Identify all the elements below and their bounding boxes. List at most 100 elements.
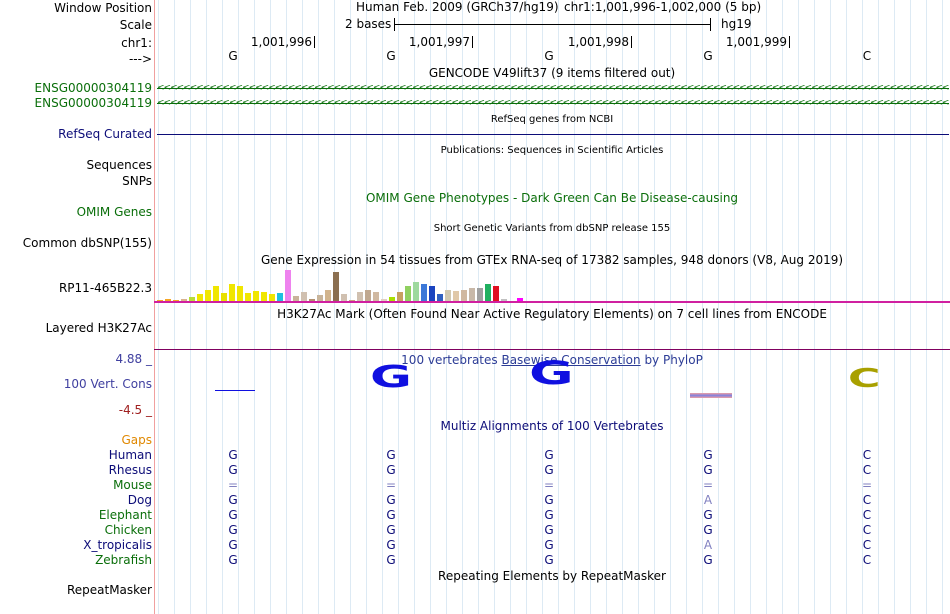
species-base: G — [544, 553, 554, 567]
gtex-tissue-bar[interactable] — [445, 290, 451, 302]
ruler-tick-mark — [789, 36, 790, 48]
species-label-chicken[interactable]: Chicken — [104, 523, 152, 537]
species-base: C — [862, 508, 872, 522]
gtex-tissue-bar[interactable] — [229, 284, 235, 302]
gtex-tissue-bar[interactable] — [293, 296, 299, 302]
ruler-tick-label: 1,001,998 — [567, 35, 629, 49]
species-base: G — [703, 553, 713, 567]
label-snps[interactable]: SNPs — [122, 174, 152, 188]
h3k27ac-line — [154, 349, 950, 350]
label-h3k27ac[interactable]: Layered H3K27Ac — [45, 321, 152, 335]
gtex-tissue-bar[interactable] — [381, 299, 387, 302]
label-gaps[interactable]: Gaps — [121, 433, 152, 447]
cons-title-link[interactable]: Basewise Conservation — [501, 353, 641, 367]
label-cons[interactable]: 100 Vert. Cons — [63, 377, 152, 391]
species-label-elephant[interactable]: Elephant — [98, 508, 152, 522]
gencode-gene-2[interactable] — [157, 103, 949, 104]
gtex-tissue-bar[interactable] — [165, 299, 171, 302]
gtex-tissue-bar[interactable] — [237, 286, 243, 302]
dbsnp-title: Short Genetic Variants from dbSNP releas… — [433, 223, 671, 234]
gtex-tissue-bar[interactable] — [421, 284, 427, 302]
gtex-tissue-bar[interactable] — [477, 288, 483, 302]
gtex-tissue-bar[interactable] — [221, 293, 227, 302]
gtex-bar-chart[interactable] — [157, 268, 557, 302]
gtex-tissue-bar[interactable] — [357, 292, 363, 302]
species-base: G — [228, 553, 238, 567]
species-label-human[interactable]: Human — [108, 448, 152, 462]
gtex-title: Gene Expression in 54 tissues from GTEx … — [260, 253, 844, 267]
species-base: G — [703, 448, 713, 462]
gtex-tissue-bar[interactable] — [189, 297, 195, 302]
cons-bar-1 — [215, 390, 255, 391]
cons-title: 100 vertebrates Basewise Conservation by… — [401, 353, 703, 367]
gtex-tissue-bar[interactable] — [501, 299, 507, 302]
label-omim[interactable]: OMIM Genes — [76, 205, 152, 219]
scale-db: hg19 — [721, 17, 752, 31]
gtex-tissue-bar[interactable] — [285, 270, 291, 302]
cons-title-post: by PhyloP — [640, 353, 703, 367]
gencode-gene-1[interactable] — [157, 88, 949, 89]
gtex-tissue-bar[interactable] — [309, 299, 315, 302]
species-base: G — [228, 523, 238, 537]
label-strand[interactable]: ---> — [128, 52, 152, 66]
label-separator — [154, 0, 155, 614]
gtex-tissue-bar[interactable] — [333, 272, 339, 302]
species-label-x_tropicalis[interactable]: X_tropicalis — [83, 538, 152, 552]
label-repeatmasker[interactable]: RepeatMasker — [66, 583, 152, 597]
label-refseq[interactable]: RefSeq Curated — [58, 127, 152, 141]
ruler-tick-label: 1,001,996 — [250, 35, 312, 49]
species-base: C — [862, 553, 872, 567]
gtex-tissue-bar[interactable] — [197, 294, 203, 302]
gtex-tissue-bar[interactable] — [253, 291, 259, 302]
gtex-tissue-bar[interactable] — [453, 291, 459, 302]
gtex-tissue-bar[interactable] — [517, 298, 523, 302]
gtex-tissue-bar[interactable] — [389, 297, 395, 302]
species-base: G — [228, 463, 238, 477]
gtex-tissue-bar[interactable] — [413, 282, 419, 302]
gtex-tissue-bar[interactable] — [397, 292, 403, 302]
species-label-dog[interactable]: Dog — [127, 493, 152, 507]
ruler-tick-label: 1,001,997 — [408, 35, 470, 49]
label-gencode-2[interactable]: ENSG00000304119 — [34, 96, 152, 110]
species-base: G — [386, 508, 396, 522]
multiz-title: Multiz Alignments of 100 Vertebrates — [440, 419, 664, 433]
gtex-tissue-bar[interactable] — [261, 292, 267, 302]
gtex-tissue-bar[interactable] — [429, 286, 435, 302]
label-sequences[interactable]: Sequences — [86, 158, 152, 172]
gtex-tissue-bar[interactable] — [485, 284, 491, 302]
gtex-tissue-bar[interactable] — [205, 290, 211, 302]
species-base: G — [228, 493, 238, 507]
gtex-tissue-bar[interactable] — [365, 290, 371, 302]
gtex-tissue-bar[interactable] — [245, 293, 251, 302]
gtex-tissue-bar[interactable] — [213, 286, 219, 302]
gtex-tissue-bar[interactable] — [269, 294, 275, 302]
refseq-gene-line[interactable] — [157, 134, 949, 135]
gtex-tissue-bar[interactable] — [317, 295, 323, 302]
species-label-zebrafish[interactable]: Zebrafish — [95, 553, 152, 567]
species-label-mouse[interactable]: Mouse — [113, 478, 152, 492]
gtex-tissue-bar[interactable] — [493, 286, 499, 302]
reference-base: G — [703, 49, 713, 63]
gtex-tissue-bar[interactable] — [277, 293, 283, 302]
gtex-tissue-bar[interactable] — [325, 290, 331, 302]
gtex-tissue-bar[interactable] — [373, 292, 379, 302]
gencode-gene-2-arrows: <<<<<<<<<<<<<<<<<<<<<<<<<<<<<<<<<<<<<<<<… — [157, 100, 949, 106]
label-gtex[interactable]: RP11-465B22.3 — [58, 281, 152, 295]
ruler-tick-mark — [472, 36, 473, 48]
gtex-tissue-bar[interactable] — [301, 292, 307, 302]
gtex-separator — [154, 301, 950, 303]
gtex-tissue-bar[interactable] — [469, 288, 475, 302]
species-label-rhesus[interactable]: Rhesus — [108, 463, 152, 477]
label-dbsnp[interactable]: Common dbSNP(155) — [22, 236, 152, 250]
gtex-tissue-bar[interactable] — [405, 286, 411, 302]
gtex-tissue-bar[interactable] — [341, 294, 347, 302]
species-base: G — [386, 538, 396, 552]
species-base: C — [862, 448, 872, 462]
cons-logo-g-2: G — [529, 354, 574, 392]
repeat-title: Repeating Elements by RepeatMasker — [438, 569, 666, 583]
gtex-tissue-bar[interactable] — [437, 294, 443, 302]
label-gencode-1[interactable]: ENSG00000304119 — [34, 81, 152, 95]
gtex-tissue-bar[interactable] — [461, 290, 467, 302]
gtex-tissue-bar[interactable] — [181, 299, 187, 302]
label-chr: chr1: — [121, 36, 152, 50]
